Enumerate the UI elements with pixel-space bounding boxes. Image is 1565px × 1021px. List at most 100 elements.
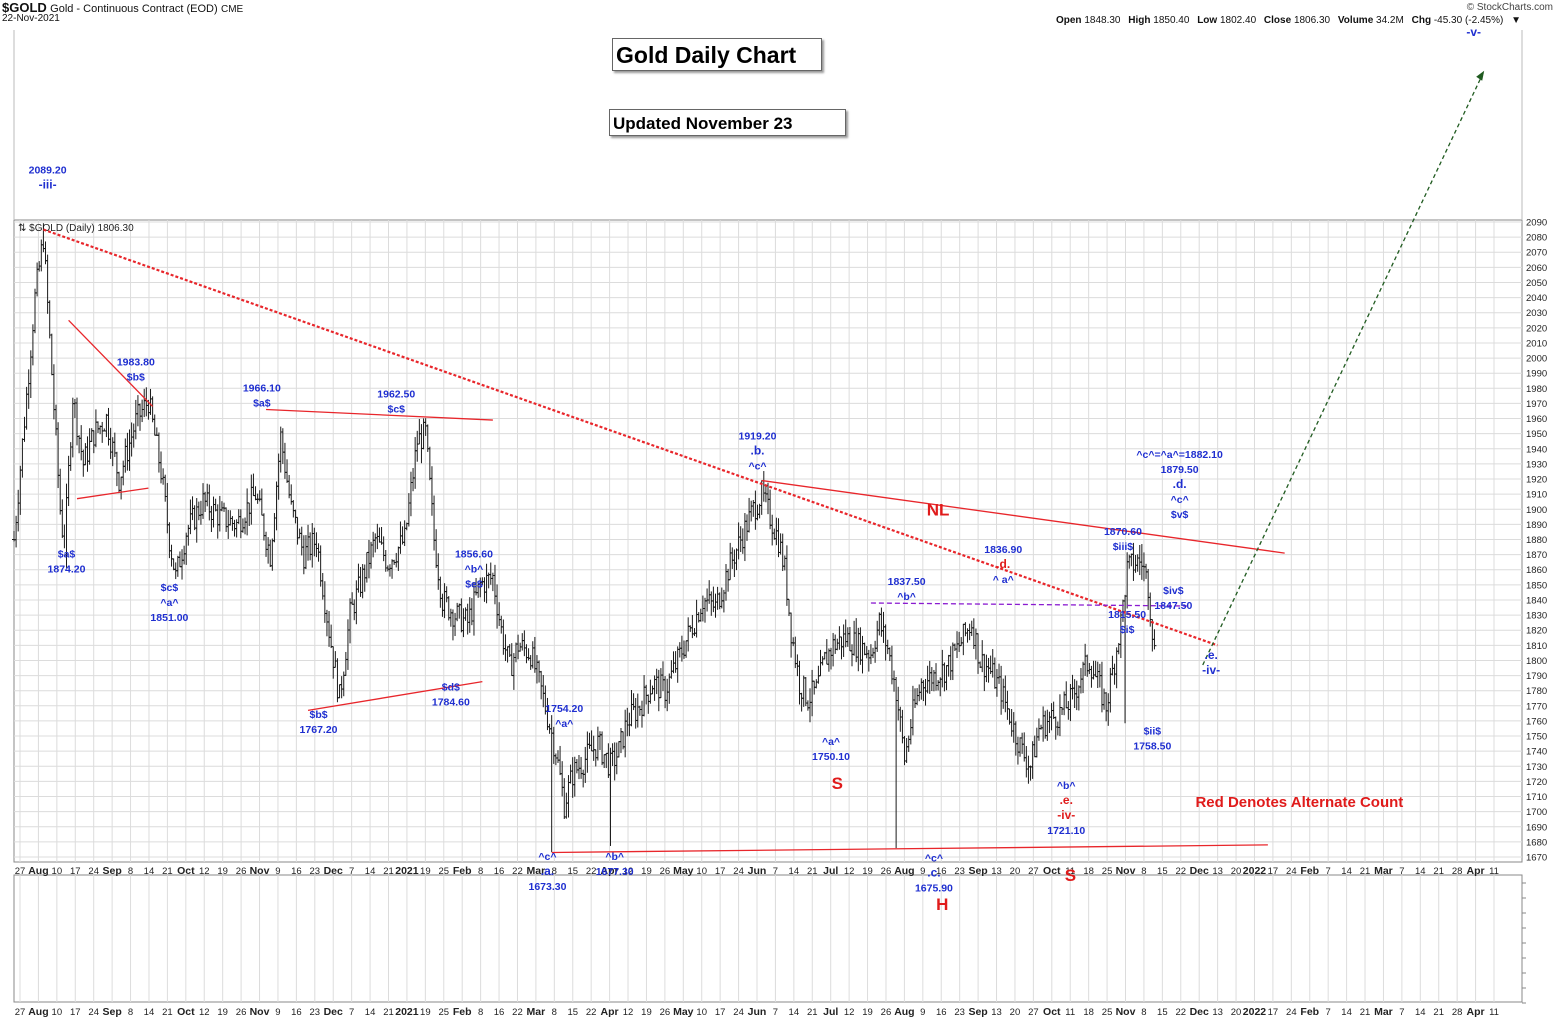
- annotation-text: ^a^: [555, 718, 573, 730]
- x-tick-label: 21: [1433, 866, 1444, 877]
- x-tick-label-lower: Dec: [1190, 1006, 1209, 1018]
- x-tick-label-lower: 26: [881, 1007, 892, 1018]
- annotation-text: NL: [927, 500, 950, 519]
- annotation-text: .d.: [1173, 477, 1187, 491]
- x-tick-label-lower: Nov: [250, 1006, 270, 1018]
- y-tick-label: 1980: [1526, 384, 1547, 395]
- x-tick-label: 13: [1212, 866, 1223, 877]
- annotation-text: ^c^: [538, 851, 556, 863]
- legend-label: ⇅ $GOLD (Daily) 1806.30: [18, 223, 134, 234]
- annotation-text: -v-: [1466, 25, 1481, 39]
- annotation-text: 1750.10: [812, 751, 850, 763]
- x-tick-label: 27: [1028, 866, 1039, 877]
- x-tick-label-lower: 23: [954, 1007, 965, 1018]
- x-tick-label: 15: [1157, 866, 1168, 877]
- x-tick-label: 27: [15, 866, 26, 877]
- x-tick-label-lower: 24: [88, 1007, 99, 1018]
- y-tick-label: 1930: [1526, 459, 1547, 470]
- x-tick-label: 17: [1268, 866, 1279, 877]
- y-tick-label: 1850: [1526, 580, 1547, 591]
- wave-annotation: ^b^ 1677.30: [596, 851, 634, 878]
- annotation-text: 1677.30: [596, 866, 634, 878]
- y-tick-label: 1840: [1526, 595, 1547, 606]
- x-tick-label-lower: 21: [383, 1007, 394, 1018]
- y-tick-label: 1950: [1526, 429, 1547, 440]
- wave-annotation: 1836.90.d. ^ a^: [984, 544, 1022, 586]
- x-tick-label-lower: 14: [1341, 1007, 1352, 1018]
- x-tick-label: 9: [275, 866, 280, 877]
- y-tick-label: 2000: [1526, 354, 1547, 365]
- updated-label: Updated November 23: [609, 109, 846, 136]
- wave-annotation: NL: [927, 500, 950, 519]
- x-tick-label: Apr: [1467, 865, 1485, 877]
- y-tick-label: 1740: [1526, 747, 1547, 758]
- ohlc-value-high: 1850.40: [1153, 15, 1193, 26]
- x-tick-label: 26: [236, 866, 247, 877]
- x-tick-label: Nov: [250, 865, 270, 877]
- annotation-text: ^c^=^a^=1882.10: [1136, 449, 1223, 461]
- trendline-projection: [1202, 70, 1485, 666]
- annotation-text: $b$: [127, 372, 145, 384]
- annotation-text: ^c^: [925, 853, 943, 865]
- exchange: CME: [221, 4, 244, 15]
- x-tick-label-lower: Apr: [601, 1006, 619, 1018]
- x-tick-label: 14: [365, 866, 376, 877]
- x-tick-label: 21: [807, 866, 818, 877]
- x-tick-label-lower: 18: [1083, 1007, 1094, 1018]
- x-tick-label: Oct: [177, 865, 195, 877]
- x-tick-label: 12: [199, 866, 210, 877]
- y-tick-label: 1830: [1526, 611, 1547, 622]
- y-tick-label: 1890: [1526, 520, 1547, 531]
- annotation-text: 1919.20: [739, 431, 777, 443]
- y-tick-label: 1970: [1526, 399, 1547, 410]
- x-tick-label-lower: Jun: [748, 1006, 767, 1018]
- annotation-text: 1879.50: [1161, 464, 1199, 476]
- wave-annotation: 1856.60 ^b^ $e$: [455, 549, 493, 591]
- x-tick-label: 2021: [395, 865, 419, 877]
- x-tick-label: 21: [162, 866, 173, 877]
- ohlc-value-open: 1848.30: [1084, 15, 1124, 26]
- trendline-wedge-lower: [76, 487, 149, 500]
- x-tick-label-lower: 7: [349, 1007, 354, 1018]
- ohlc-value-low: 1802.40: [1219, 15, 1259, 26]
- y-tick-label: 1700: [1526, 807, 1547, 818]
- annotation-text: 1758.50: [1133, 741, 1171, 753]
- ohlc-key-open: Open: [1055, 15, 1085, 26]
- x-tick-label-lower: 26: [236, 1007, 247, 1018]
- y-tick-label: 2040: [1526, 293, 1547, 304]
- annotation-text: ^c^: [1171, 494, 1189, 506]
- x-tick-label: 12: [623, 866, 634, 877]
- copyright: © StockCharts.com: [1466, 2, 1553, 13]
- annotation-text: ^b^: [605, 851, 624, 863]
- annotation-text: $e$: [465, 579, 483, 591]
- x-tick-label-lower: 26: [660, 1007, 671, 1018]
- x-tick-label: 26: [660, 866, 671, 877]
- wave-annotation: $ii$ 1758.50: [1133, 726, 1171, 753]
- wave-annotation: $a$ 1874.20: [48, 549, 86, 576]
- annotation-text: $b$: [309, 709, 327, 721]
- x-tick-label-lower: 14: [1415, 1007, 1426, 1018]
- annotation-text: 2089.20: [29, 165, 67, 177]
- x-tick-label: Nov: [1116, 865, 1136, 877]
- wave-annotation: ^b^.e.-iv- 1721.10: [1047, 780, 1085, 837]
- x-tick-label: Jun: [748, 865, 767, 877]
- wave-annotation: ^c^.a. 1673.30: [528, 851, 566, 893]
- x-tick-label-lower: Oct: [1043, 1006, 1061, 1018]
- trendline-triangle-upper: [266, 408, 493, 421]
- annotation-text: $i$: [1120, 624, 1135, 636]
- ohlc-key-low: Low: [1197, 15, 1220, 26]
- x-tick-label-lower: 17: [70, 1007, 81, 1018]
- x-tick-label: 16: [291, 866, 302, 877]
- x-tick-label-lower: 17: [1268, 1007, 1279, 1018]
- plot-frame: [13, 219, 1523, 863]
- x-tick-label: 12: [844, 866, 855, 877]
- x-tick-label-lower: 23: [310, 1007, 321, 1018]
- wave-annotation: 1870.60 $iii$: [1104, 526, 1142, 553]
- x-tick-label: Dec: [1190, 865, 1209, 877]
- x-tick-label-lower: 8: [1141, 1007, 1146, 1018]
- annotation-text: 1767.20: [300, 724, 338, 736]
- price-bars: [12, 223, 1157, 853]
- annotation-text: 1836.90: [984, 544, 1022, 556]
- annotation-text: 1856.60: [455, 549, 493, 561]
- x-tick-label-lower: Sep: [102, 1006, 121, 1018]
